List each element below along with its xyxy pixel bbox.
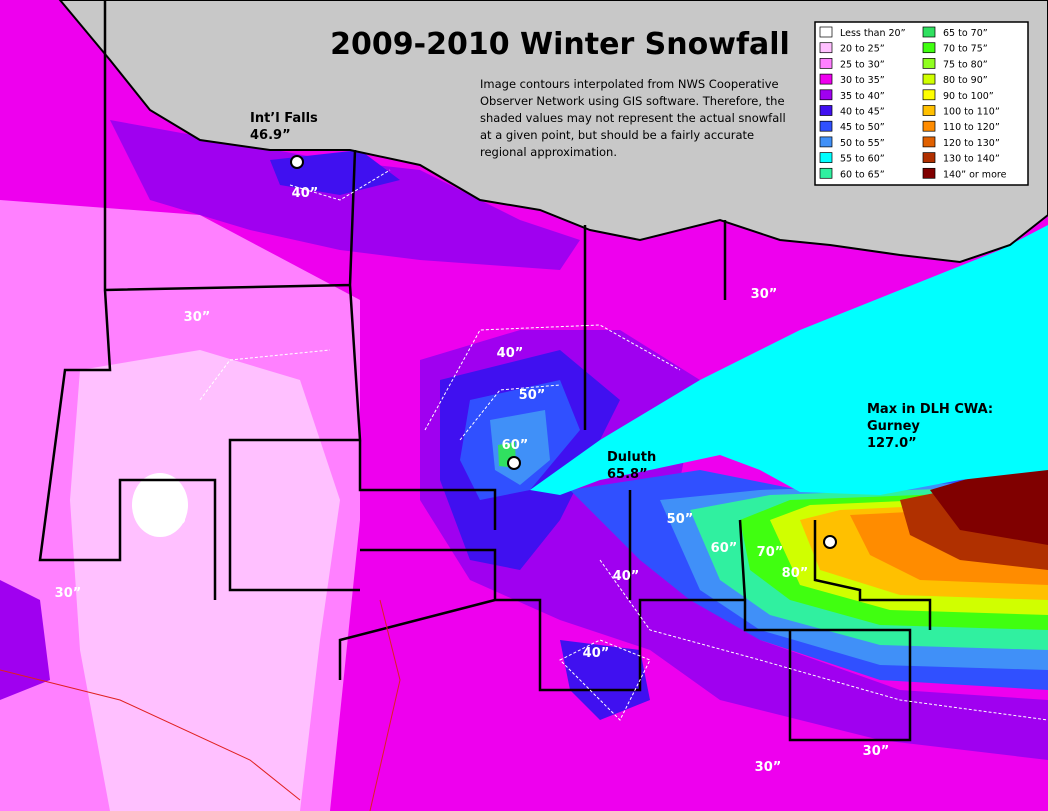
- legend-label: 140” or more: [943, 169, 1007, 180]
- note-line: at a given point, but should be a fairly…: [480, 128, 754, 142]
- legend-label: 50 to 55”: [840, 138, 885, 149]
- highways: [0, 599, 401, 811]
- station-value: 46.9”: [250, 128, 291, 143]
- contour-label: 30”: [863, 744, 890, 759]
- legend-label: 30 to 35”: [840, 75, 885, 86]
- station-marker: [507, 456, 521, 470]
- station-name: Duluth: [607, 450, 656, 465]
- note-line: Image contours interpolated from NWS Coo…: [480, 77, 779, 91]
- legend-swatch: [819, 136, 833, 148]
- legend-label: 100 to 110”: [943, 107, 1000, 118]
- shading-under-20: [132, 473, 188, 537]
- county-lines: [38, 0, 932, 742]
- legend-swatch: [922, 42, 936, 54]
- station-value: 65.8”: [607, 467, 648, 482]
- note: Image contours interpolated from NWS Coo…: [480, 77, 786, 159]
- shading-35-40: [110, 120, 580, 270]
- shading-40-45: [560, 640, 650, 720]
- legend-label: 130 to 140”: [943, 154, 1000, 165]
- legend-swatch: [922, 26, 936, 38]
- legend-swatch: [819, 89, 833, 101]
- contour-label: 40”: [292, 186, 319, 201]
- note-line: shaded values may not represent the actu…: [480, 111, 786, 125]
- labels: Int’l Falls 46.9” Duluth 65.8” Max in DLH CW…: [55, 111, 993, 775]
- shading-140-plus: [930, 455, 1048, 545]
- legend-label: Less than 20”: [840, 28, 906, 39]
- contour-label: 70”: [757, 545, 784, 560]
- contour-label: 20”: [160, 518, 187, 533]
- station-marker: [823, 535, 837, 549]
- canada: [58, 0, 1048, 264]
- legend-swatch: [819, 152, 833, 163]
- contour-label: 50”: [519, 388, 546, 403]
- legend-swatch: [922, 73, 936, 85]
- legend-label: 60 to 65”: [840, 169, 885, 180]
- lake-superior: [530, 225, 1048, 495]
- station-name: Int’l Falls: [250, 111, 318, 126]
- legend-swatch: [819, 120, 833, 132]
- contour-label: 60”: [502, 438, 529, 453]
- legend-swatch: [922, 58, 936, 69]
- legend-label: 55 to 60”: [840, 154, 885, 165]
- legend-label: 80 to 90”: [943, 75, 988, 86]
- legend: Less than 20” 20 to 25” 25 to 30” 30 to 35”…: [819, 26, 1007, 180]
- station-name: Gurney: [867, 419, 920, 434]
- legend-label: 110 to 120”: [943, 122, 1000, 133]
- contour-label: 30”: [755, 760, 782, 775]
- legend-swatch: [819, 58, 833, 69]
- legend-label: 65 to 70”: [943, 28, 988, 39]
- contour-label: 30”: [184, 310, 211, 325]
- note-line: Observer Network using GIS software. The…: [480, 94, 785, 108]
- legend-label: 25 to 30”: [840, 59, 885, 70]
- station-marker: [290, 155, 304, 169]
- legend-swatch: [819, 105, 833, 116]
- station-value: 127.0”: [867, 436, 917, 451]
- legend-swatch: [922, 89, 936, 101]
- legend-swatch: [922, 136, 936, 148]
- map-title: 2009-2010 Winter Snowfall: [330, 27, 790, 62]
- legend-label: 75 to 80”: [943, 59, 988, 70]
- legend-swatch: [819, 42, 833, 54]
- legend-label: 45 to 50”: [840, 122, 885, 133]
- shading-20-25: [70, 350, 340, 811]
- contour-label: 30”: [55, 586, 82, 601]
- legend-swatch: [819, 73, 833, 85]
- contour-lines: [199, 169, 1048, 721]
- note-line: regional approximation.: [480, 145, 617, 159]
- legend-swatch: [819, 26, 833, 38]
- legend-swatch: [819, 167, 833, 179]
- legend-swatch: [922, 152, 936, 163]
- contour-label: 60”: [711, 541, 738, 556]
- legend-label: 40 to 45”: [840, 107, 885, 118]
- legend-label: 90 to 100”: [943, 91, 994, 102]
- contour-label: 40”: [613, 569, 640, 584]
- legend-box: [814, 21, 1029, 186]
- station-caption: Max in DLH CWA:: [867, 402, 993, 417]
- shading-35-40: [0, 580, 50, 700]
- contour-label: 40”: [497, 346, 524, 361]
- legend-label: 35 to 40”: [840, 91, 885, 102]
- contour-label: 40”: [583, 646, 610, 661]
- legend-swatch: [922, 105, 936, 116]
- contour-label: 50”: [667, 512, 694, 527]
- legend-label: 20 to 25”: [840, 44, 885, 55]
- legend-label: 120 to 130”: [943, 138, 1000, 149]
- contour-label: 30”: [751, 287, 778, 302]
- legend-label: 70 to 75”: [943, 44, 988, 55]
- legend-swatch: [922, 167, 936, 179]
- contour-label: 80”: [782, 566, 809, 581]
- legend-swatch: [922, 120, 936, 132]
